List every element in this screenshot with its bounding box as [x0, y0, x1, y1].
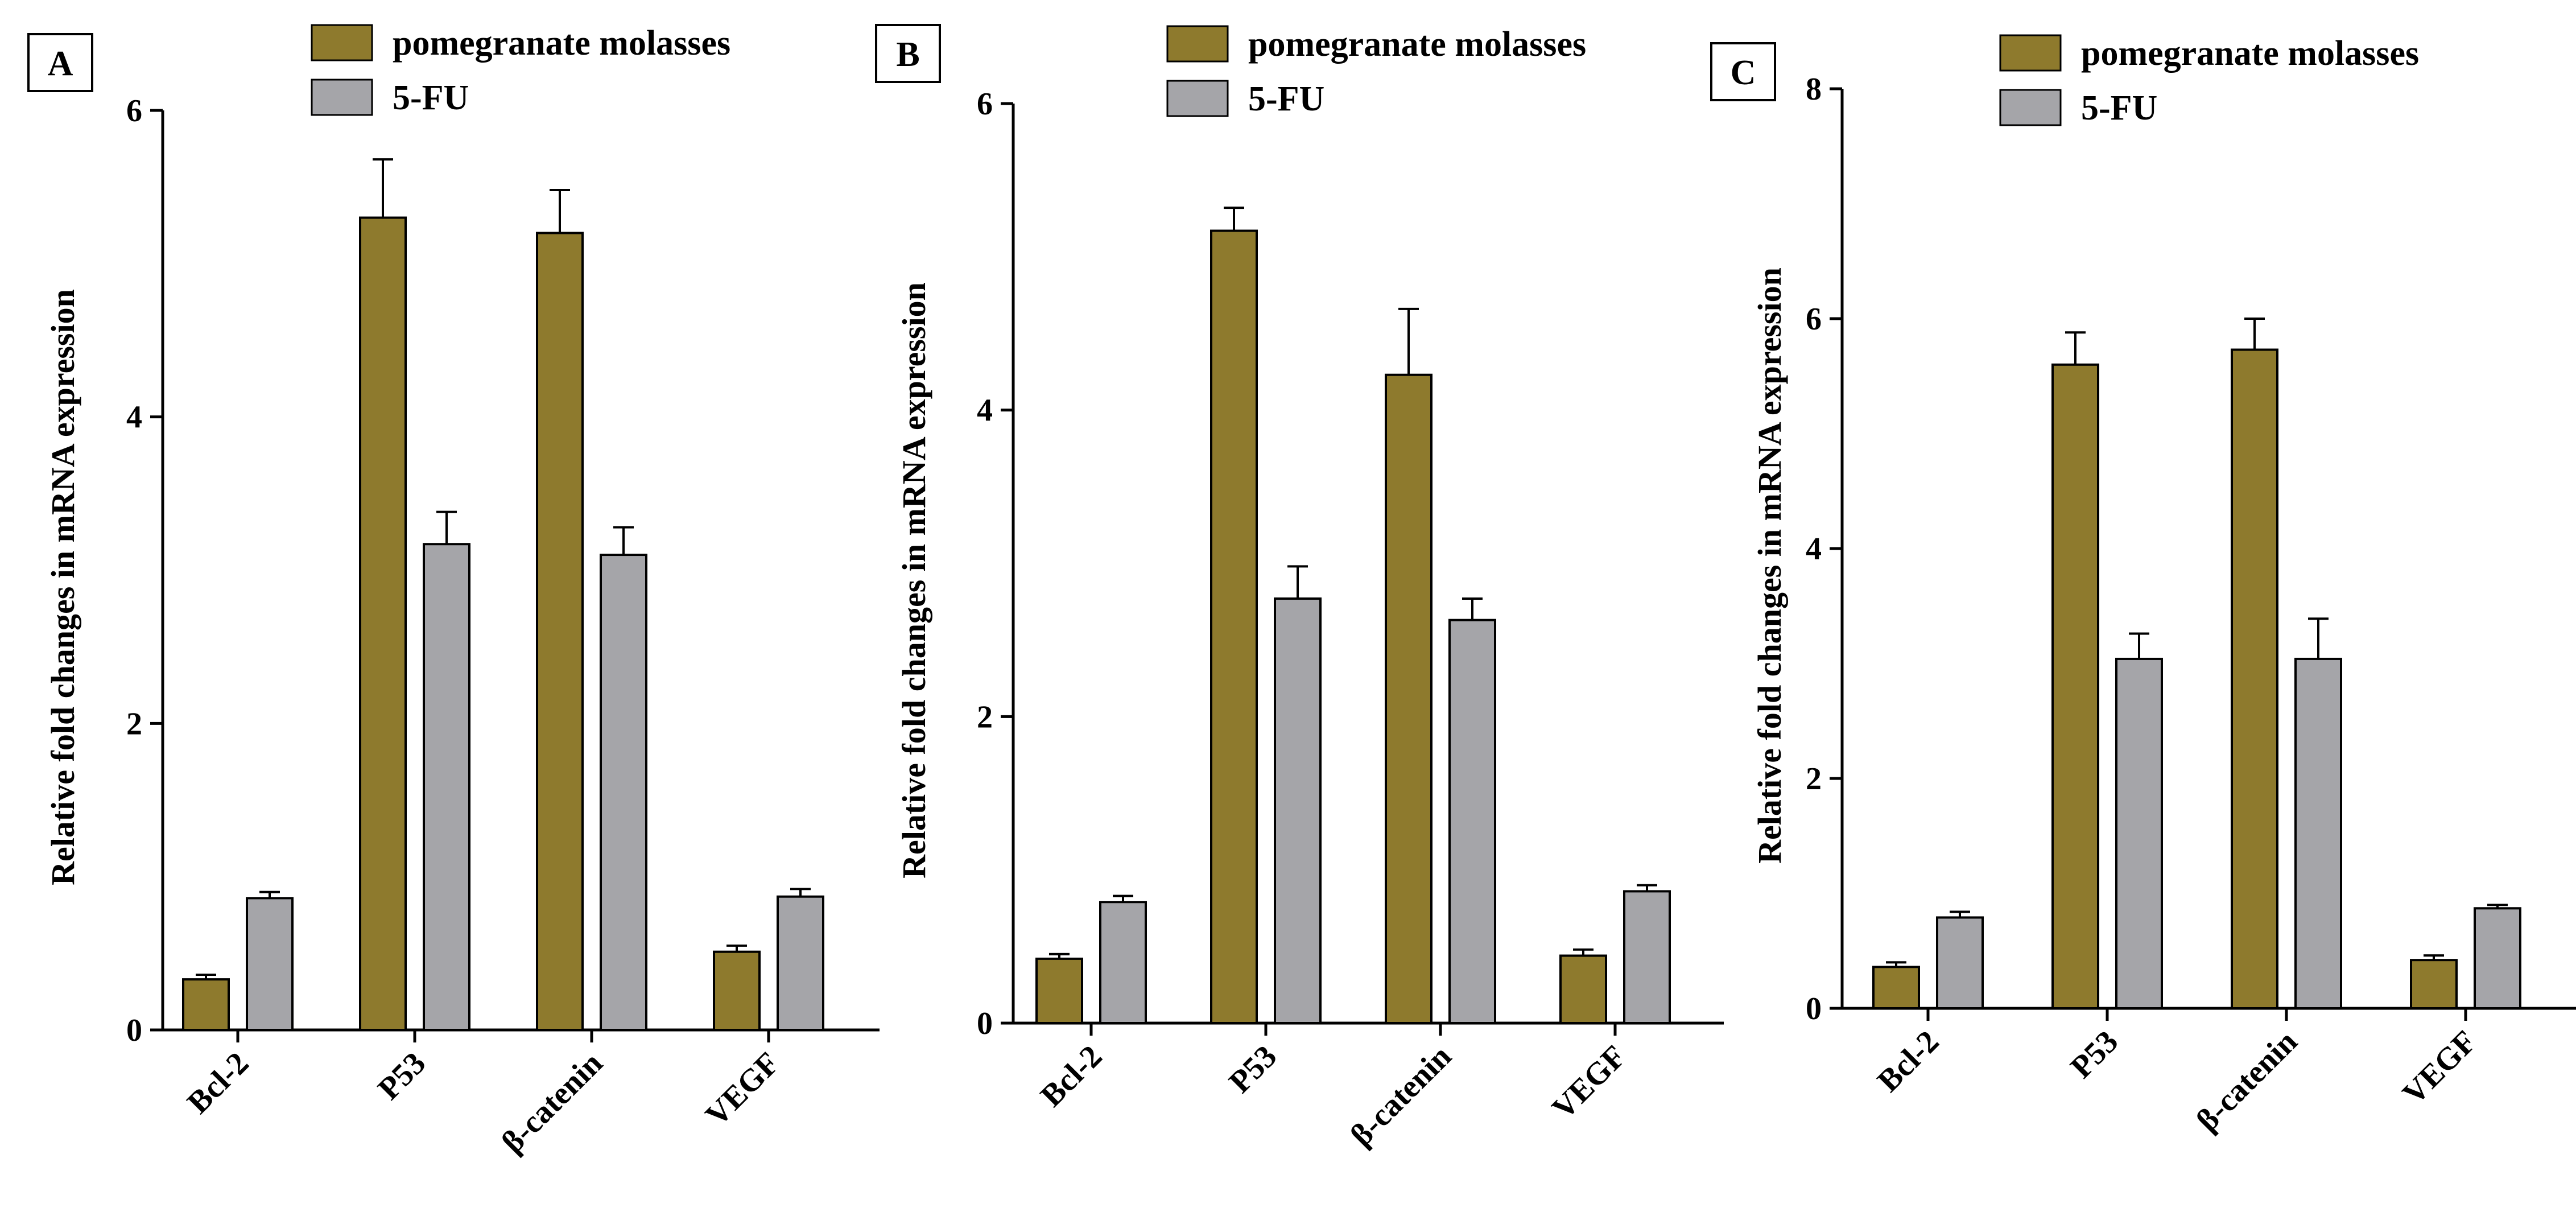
chart-panel-b: B 0 2 4 6 Relative fold changes in mRNA expre…: [875, 24, 1724, 1153]
panel-label-box: [875, 24, 941, 83]
legend-swatch: [1999, 89, 2062, 126]
x-tick-label: VEGF: [699, 1045, 786, 1133]
bar-fu: [777, 895, 824, 1032]
x-tick-label: β-catenin: [2190, 1024, 2304, 1138]
y-tick-label: 4: [126, 400, 142, 435]
panel-label-box: [1710, 42, 1776, 101]
y-tick-label: 2: [126, 706, 142, 741]
legend-label: pomegranate molasses: [1248, 25, 1586, 64]
legend-swatch: [311, 24, 373, 61]
bar-pomegranate: [2410, 959, 2458, 1010]
bar-pomegranate: [1210, 229, 1258, 1025]
x-tick-label: Bcl-2: [180, 1045, 255, 1120]
bar-pomegranate: [1559, 954, 1607, 1024]
legend-swatch: [1166, 25, 1229, 63]
bar-fu: [1274, 597, 1322, 1024]
x-tick-label: β-catenin: [495, 1045, 609, 1160]
bar-fu: [600, 554, 647, 1031]
x-tick-label: Bcl-2: [1871, 1024, 1946, 1099]
bar-fu: [423, 543, 470, 1031]
legend-swatch: [1999, 34, 2062, 72]
y-tick-label: 6: [1806, 302, 1822, 337]
bar-fu: [2474, 907, 2521, 1010]
bar-pomegranate: [536, 232, 584, 1031]
y-tick-label: 0: [1806, 991, 1822, 1027]
bar-fu: [246, 897, 294, 1031]
bar-pomegranate: [359, 216, 407, 1031]
legend-label: 5-FU: [2081, 89, 2157, 127]
legend-label: 5-FU: [393, 79, 469, 117]
x-tick-label: Bcl-2: [1034, 1038, 1109, 1114]
bar-pomegranate: [1385, 373, 1433, 1024]
y-axis-label: Relative fold changes in mRNA expression: [895, 282, 932, 879]
panel-label-box: [27, 33, 93, 92]
bar-pomegranate: [713, 950, 761, 1032]
legend-label: 5-FU: [1248, 80, 1324, 118]
y-axis-label: Relative fold changes in mRNA expression: [1751, 267, 1788, 864]
legend-swatch: [311, 79, 373, 116]
bar-fu: [1448, 619, 1496, 1024]
y-tick-label: 0: [126, 1013, 142, 1048]
bar-pomegranate: [182, 978, 230, 1031]
legend-swatch: [1166, 80, 1229, 117]
bar-pomegranate: [2231, 348, 2278, 1009]
chart-panel-c: C 0 2 4 6 8 Relative fold changes in mRNA expr…: [1710, 34, 2576, 1138]
x-tick-label: β-catenin: [1344, 1038, 1458, 1153]
bar-fu: [2294, 657, 2342, 1010]
bar-fu: [2115, 657, 2163, 1010]
legend-label: pomegranate molasses: [2081, 34, 2419, 73]
bar-fu: [1623, 890, 1671, 1024]
panel-label: A: [48, 44, 73, 83]
x-tick-label: VEGF: [1545, 1038, 1633, 1126]
bar-pomegranate: [1872, 966, 1920, 1010]
y-tick-label: 8: [1806, 72, 1822, 107]
y-tick-label: 4: [1806, 531, 1822, 567]
y-tick-label: 6: [126, 93, 142, 129]
x-tick-label: P53: [2064, 1024, 2125, 1085]
bar-fu: [1099, 901, 1147, 1025]
panel-label: B: [896, 35, 919, 74]
bar-pomegranate: [1035, 957, 1083, 1025]
legend-label: pomegranate molasses: [393, 24, 730, 63]
y-axis-label: Relative fold changes in mRNA expression: [44, 289, 81, 885]
y-tick-label: 2: [977, 699, 993, 735]
bar-fu: [1936, 916, 1984, 1010]
y-tick-label: 6: [977, 86, 993, 122]
y-tick-label: 4: [977, 393, 993, 428]
y-tick-label: 2: [1806, 761, 1822, 797]
bar-pomegranate: [2051, 363, 2099, 1009]
y-tick-label: 0: [977, 1006, 993, 1041]
panel-label: C: [1731, 53, 1756, 92]
x-tick-label: P53: [1223, 1038, 1284, 1100]
chart-panel-a: A 0 2 4 6 Relative fold changes in mRNA expre…: [27, 24, 880, 1160]
x-tick-label: VEGF: [2396, 1024, 2483, 1111]
x-tick-label: P53: [371, 1045, 433, 1107]
